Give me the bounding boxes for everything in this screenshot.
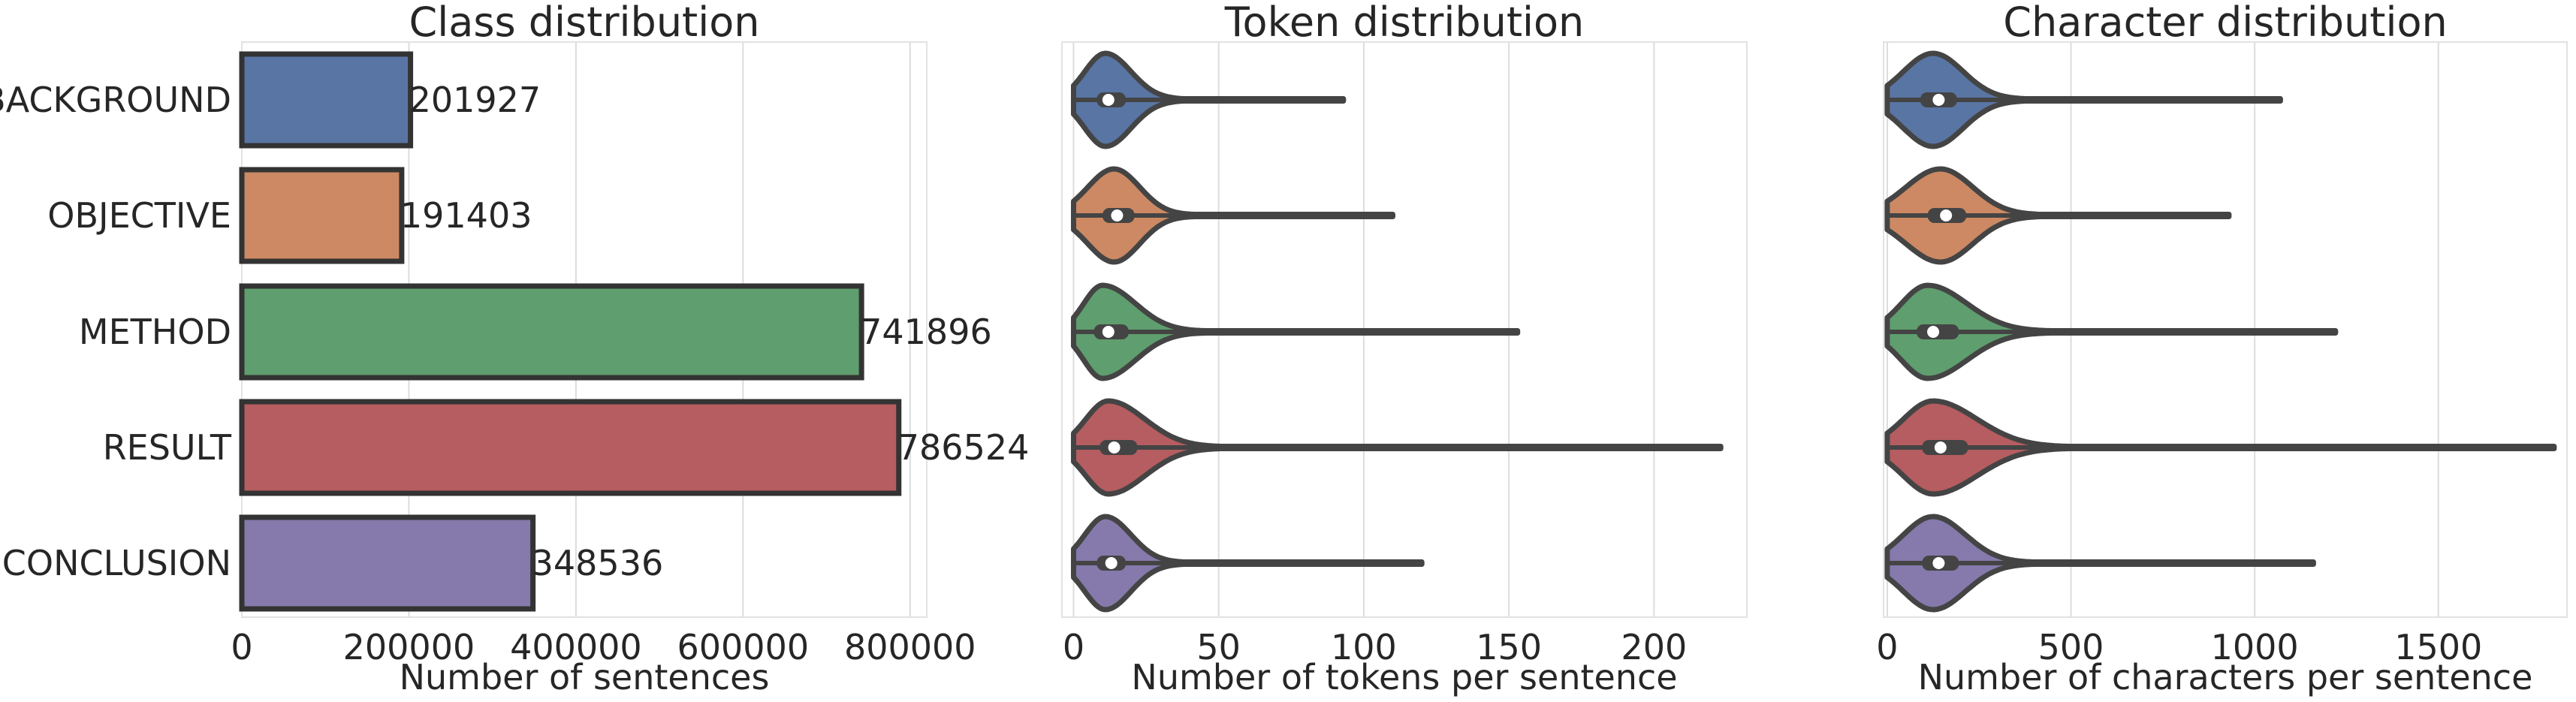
character-distribution-chart: Character distribution 0 500 1000 1500Number… xyxy=(1876,0,2568,697)
data-label: 201927 xyxy=(409,80,541,120)
median-point-objective xyxy=(1111,209,1124,221)
x-tick-label: 400000 xyxy=(510,627,642,667)
bar-objective xyxy=(239,167,405,264)
category-label: BACKGROUND xyxy=(0,80,231,120)
data-label: 741896 xyxy=(860,312,992,352)
data-label: 191403 xyxy=(400,195,532,236)
x-tick-label: 50 xyxy=(1196,627,1241,667)
x-axis-label: Number of characters per sentence xyxy=(1918,657,2533,697)
median-point-result xyxy=(1934,441,1947,453)
category-label: OBJECTIVE xyxy=(47,195,231,236)
x-tick-label: 200 xyxy=(1621,627,1687,667)
data-label: 348536 xyxy=(532,543,664,583)
chart-title: Character distribution xyxy=(2003,0,2448,46)
x-axis-label: Number of tokens per sentence xyxy=(1131,657,1677,697)
bar-result xyxy=(239,399,902,496)
x-tick-label: 0 xyxy=(1063,627,1084,667)
x-tick-label: 500 xyxy=(2038,627,2104,667)
x-tick-label: 100 xyxy=(1331,627,1397,667)
x-tick-label: 200000 xyxy=(343,627,475,667)
median-point-objective xyxy=(1940,209,1953,221)
x-tick-label: 1000 xyxy=(2211,627,2299,667)
bar-background xyxy=(239,51,414,149)
category-label: RESULT xyxy=(103,427,232,468)
median-point-background xyxy=(1102,94,1115,106)
median-point-method xyxy=(1102,326,1115,338)
median-point-background xyxy=(1932,94,1945,106)
x-tick-label: 0 xyxy=(231,627,252,667)
category-label: CONCLUSION xyxy=(2,543,231,583)
x-tick-label: 1500 xyxy=(2394,627,2482,667)
x-tick-label: 150 xyxy=(1476,627,1542,667)
x-axis-label: Number of sentences xyxy=(400,657,770,697)
plot-frame xyxy=(1883,41,2568,618)
x-tick-label: 600000 xyxy=(677,627,810,667)
category-label: METHOD xyxy=(79,312,231,352)
median-point-conclusion xyxy=(1105,557,1118,569)
median-point-result xyxy=(1108,441,1121,453)
median-point-method xyxy=(1927,326,1940,338)
plot-frame xyxy=(1061,41,1748,618)
bar-method xyxy=(239,283,864,381)
data-label: 786524 xyxy=(897,427,1030,468)
chart-title: Class distribution xyxy=(409,0,760,46)
bar-conclusion xyxy=(239,514,536,612)
x-tick-label: 0 xyxy=(1876,627,1898,667)
class-distribution-chart: Class distribution 0 200000 400000 600000 800… xyxy=(0,0,1029,697)
chart-title: Token distribution xyxy=(1224,0,1585,46)
x-tick-label: 800000 xyxy=(844,627,976,667)
median-point-conclusion xyxy=(1932,557,1945,569)
